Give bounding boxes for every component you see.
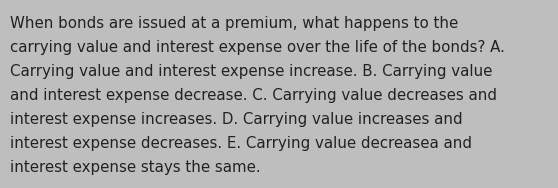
Text: carrying value and interest expense over the life of the bonds? A.: carrying value and interest expense over… xyxy=(10,40,505,55)
Text: interest expense decreases. E. Carrying value decreasea and: interest expense decreases. E. Carrying … xyxy=(10,136,472,151)
Text: When bonds are issued at a premium, what happens to the: When bonds are issued at a premium, what… xyxy=(10,16,458,31)
Text: Carrying value and interest expense increase. B. Carrying value: Carrying value and interest expense incr… xyxy=(10,64,492,79)
Text: and interest expense decrease. C. Carrying value decreases and: and interest expense decrease. C. Carryi… xyxy=(10,88,497,103)
Text: interest expense increases. D. Carrying value increases and: interest expense increases. D. Carrying … xyxy=(10,112,463,127)
Text: interest expense stays the same.: interest expense stays the same. xyxy=(10,160,261,175)
